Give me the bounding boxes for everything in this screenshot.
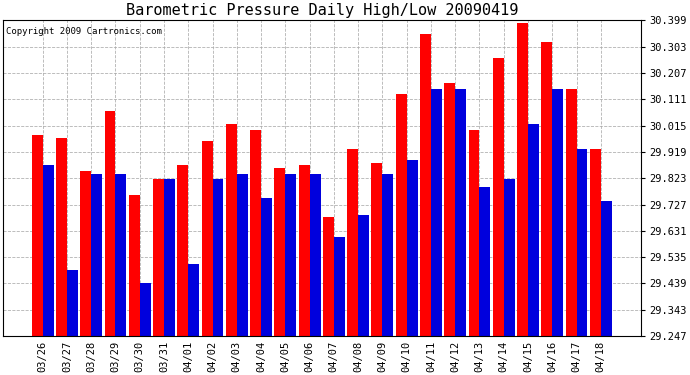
Bar	[480, 187, 491, 336]
Bar	[250, 130, 261, 336]
Bar	[601, 201, 612, 336]
Bar	[358, 214, 369, 336]
Bar	[299, 165, 310, 336]
Bar	[566, 88, 577, 336]
Bar	[67, 270, 78, 336]
Bar	[213, 179, 224, 336]
Bar	[334, 237, 345, 336]
Bar	[431, 88, 442, 336]
Bar	[201, 141, 213, 336]
Bar	[226, 124, 237, 336]
Bar	[164, 179, 175, 336]
Bar	[406, 160, 417, 336]
Bar	[177, 165, 188, 336]
Bar	[444, 83, 455, 336]
Bar	[469, 130, 480, 336]
Bar	[261, 198, 272, 336]
Bar	[310, 174, 321, 336]
Bar	[32, 135, 43, 336]
Bar	[577, 149, 587, 336]
Bar	[105, 111, 115, 336]
Bar	[382, 174, 393, 336]
Bar	[275, 168, 286, 336]
Bar	[396, 94, 406, 336]
Bar	[542, 42, 552, 336]
Title: Barometric Pressure Daily High/Low 20090419: Barometric Pressure Daily High/Low 20090…	[126, 3, 518, 18]
Bar	[455, 88, 466, 336]
Bar	[420, 34, 431, 336]
Bar	[80, 171, 91, 336]
Bar	[590, 149, 601, 336]
Bar	[115, 174, 126, 336]
Bar	[153, 179, 164, 336]
Bar	[91, 174, 102, 336]
Bar	[493, 58, 504, 336]
Bar	[188, 264, 199, 336]
Bar	[528, 124, 539, 336]
Bar	[140, 283, 150, 336]
Bar	[552, 88, 563, 336]
Bar	[347, 149, 358, 336]
Bar	[371, 163, 382, 336]
Bar	[504, 179, 515, 336]
Text: Copyright 2009 Cartronics.com: Copyright 2009 Cartronics.com	[6, 27, 162, 36]
Bar	[56, 138, 67, 336]
Bar	[323, 217, 334, 336]
Bar	[286, 174, 296, 336]
Bar	[237, 174, 248, 336]
Bar	[129, 195, 140, 336]
Bar	[43, 165, 54, 336]
Bar	[517, 23, 528, 336]
